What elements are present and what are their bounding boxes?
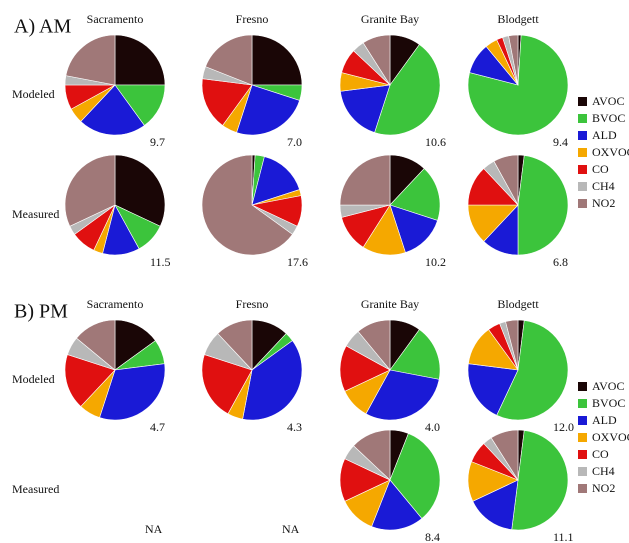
pie-slice — [64, 154, 116, 227]
pie-slice — [357, 319, 391, 371]
pie-slice — [99, 363, 166, 421]
pie-slice — [340, 84, 391, 133]
legend-swatch — [578, 97, 587, 106]
column-label: Fresno — [236, 297, 269, 311]
pie-total: 9.4 — [553, 135, 568, 149]
legend-swatch — [578, 382, 587, 391]
pie-total: 11.1 — [553, 530, 574, 543]
legend-label: BVOC — [592, 396, 625, 410]
row-label: Modeled — [12, 372, 55, 386]
pie-total: 6.8 — [553, 255, 568, 269]
legend-label: NO2 — [592, 196, 615, 210]
pie-total: 10.2 — [425, 255, 446, 269]
pie-slice — [496, 320, 569, 421]
legend-label: ALD — [592, 413, 617, 427]
legend-swatch — [578, 131, 587, 140]
legend-label: CO — [592, 162, 609, 176]
legend-label: NO2 — [592, 481, 615, 495]
pie-slice — [114, 34, 166, 86]
legend-swatch — [578, 433, 587, 442]
pie-total: 9.7 — [150, 135, 165, 149]
column-label: Granite Bay — [361, 297, 419, 311]
pie-total: 4.7 — [150, 420, 165, 434]
legend-swatch — [578, 114, 587, 123]
note: NA — [282, 522, 300, 536]
pie-slice — [76, 319, 116, 371]
pie-slice — [389, 168, 441, 221]
legend-label: ALD — [592, 128, 617, 142]
panel-title: A) AM — [14, 16, 71, 38]
panel-title: B) PM — [14, 301, 68, 323]
pie-total: 12.0 — [553, 420, 574, 434]
pie-slice — [505, 319, 519, 371]
pie-slice — [389, 433, 441, 519]
column-label: Sacramento — [87, 12, 144, 26]
pie-total: 11.5 — [150, 255, 171, 269]
legend-swatch — [578, 148, 587, 157]
pie-slice — [201, 78, 253, 126]
column-label: Fresno — [236, 12, 269, 26]
legend-swatch — [578, 484, 587, 493]
pie-slice — [236, 84, 300, 136]
legend-label: AVOC — [592, 94, 624, 108]
pie-slice — [374, 44, 441, 136]
pie-slice — [353, 429, 391, 481]
legend-label: CH4 — [592, 179, 615, 193]
note: NA — [145, 522, 163, 536]
pie-total: 4.0 — [425, 420, 440, 434]
legend-label: BVOC — [592, 111, 625, 125]
pie-slice — [201, 154, 293, 256]
pie-slice — [472, 479, 519, 530]
legend-swatch — [578, 182, 587, 191]
legend-swatch — [578, 416, 587, 425]
pie-slice — [493, 154, 519, 206]
legend-label: CO — [592, 447, 609, 461]
legend-swatch — [578, 165, 587, 174]
pie-slice — [80, 84, 145, 136]
legend-label: CH4 — [592, 464, 615, 478]
pie-slice — [511, 430, 569, 531]
pie-slice — [467, 363, 519, 416]
pie-slice — [362, 34, 391, 87]
column-label: Sacramento — [87, 297, 144, 311]
pie-slice — [251, 156, 300, 206]
pie-slice — [517, 155, 569, 256]
pie-slice — [365, 369, 440, 421]
legend-swatch — [578, 199, 587, 208]
pie-slice — [339, 154, 391, 206]
legend-swatch — [578, 399, 587, 408]
legend-label: AVOC — [592, 379, 624, 393]
pie-slice — [114, 154, 166, 227]
column-label: Blodgett — [497, 297, 539, 311]
pie-slice — [201, 354, 253, 415]
legend-swatch — [578, 467, 587, 476]
pie-slice — [389, 329, 441, 380]
pie-slice — [217, 319, 253, 371]
pie-slice — [242, 340, 303, 421]
row-label: Modeled — [12, 87, 55, 101]
column-label: Blodgett — [497, 12, 539, 26]
pie-total: 10.6 — [425, 135, 446, 149]
pie-slice — [64, 354, 116, 407]
pie-total: 4.3 — [287, 420, 302, 434]
row-label: Measured — [12, 207, 59, 221]
column-label: Granite Bay — [361, 12, 419, 26]
pie-slice — [251, 34, 303, 86]
pie-total: 17.6 — [287, 255, 308, 269]
pie-total: 7.0 — [287, 135, 302, 149]
pie-slice — [508, 34, 519, 86]
pie-slice — [371, 479, 423, 531]
pie-slice — [490, 429, 519, 482]
pie-total: 8.4 — [425, 530, 440, 543]
pie-slice — [65, 34, 116, 86]
row-label: Measured — [12, 482, 59, 496]
pie-slice — [205, 34, 253, 86]
legend-swatch — [578, 450, 587, 459]
